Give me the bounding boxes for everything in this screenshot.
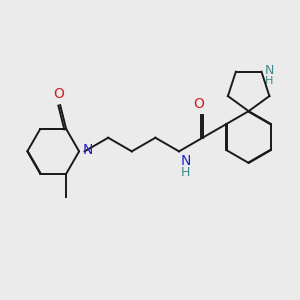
Text: O: O bbox=[193, 97, 204, 111]
Text: N: N bbox=[82, 143, 93, 157]
Text: H: H bbox=[180, 167, 190, 179]
Text: O: O bbox=[53, 87, 64, 101]
Text: N: N bbox=[180, 154, 191, 168]
Text: H: H bbox=[265, 76, 273, 86]
Text: N: N bbox=[265, 64, 274, 77]
